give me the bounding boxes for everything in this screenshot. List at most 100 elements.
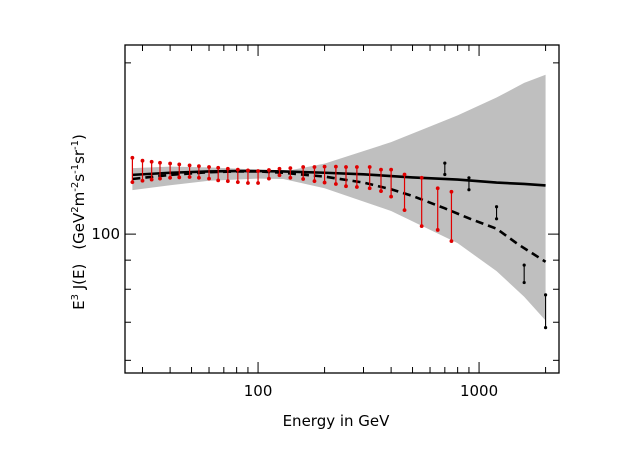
x-tick-label: 1000	[460, 382, 498, 400]
black-point-3	[522, 263, 526, 285]
red-point-lower-cap	[207, 176, 211, 181]
red-point-lower-cap	[140, 178, 145, 183]
y-axis-title-unit-exp-2: -2	[70, 182, 81, 192]
black-point-2	[494, 205, 499, 221]
red-point-25	[389, 167, 394, 199]
red-point-20	[333, 164, 338, 186]
red-point-lower-cap	[379, 189, 383, 194]
red-point-14	[267, 168, 271, 181]
red-point-3	[158, 160, 162, 181]
red-point-lower-cap	[267, 176, 271, 181]
y-axis-title: E3 J(E)(GeV2m-2s-1sr-1)	[70, 134, 88, 310]
red-point-16	[288, 166, 293, 180]
red-point-upper-cap	[225, 166, 230, 171]
red-point-lower-cap	[168, 175, 173, 180]
red-point-lower-cap	[288, 175, 293, 180]
red-point-upper-cap	[379, 167, 383, 172]
red-point-lower-cap	[158, 176, 162, 181]
red-point-upper-cap	[288, 166, 293, 171]
black-point-lower-cap	[443, 172, 447, 177]
red-point-upper-cap	[256, 169, 260, 173]
red-point-5	[177, 162, 182, 180]
red-point-upper-cap	[140, 158, 145, 163]
red-point-upper-cap	[149, 159, 154, 164]
red-point-15	[277, 166, 282, 178]
red-point-upper-cap	[367, 165, 372, 169]
red-point-21	[344, 165, 348, 189]
red-point-upper-cap	[354, 165, 359, 169]
red-point-lower-cap	[187, 175, 192, 179]
red-point-6	[187, 163, 192, 179]
black-point-1	[467, 176, 471, 192]
red-point-lower-cap	[344, 184, 348, 189]
red-point-upper-cap	[277, 166, 282, 171]
red-point-upper-cap	[187, 163, 192, 168]
red-point-lower-cap	[216, 178, 221, 183]
red-point-upper-cap	[168, 161, 173, 166]
red-point-13	[256, 169, 260, 185]
red-point-upper-cap	[235, 167, 240, 172]
red-point-upper-cap	[158, 160, 162, 165]
red-point-27	[419, 175, 424, 228]
red-point-lower-cap	[333, 182, 338, 186]
red-point-1	[140, 158, 145, 183]
red-point-lower-cap	[312, 179, 317, 184]
red-point-10	[225, 166, 230, 184]
red-point-lower-cap	[367, 186, 372, 191]
y-axis-title-unit-sr: sr	[70, 149, 88, 164]
y-axis-title-main: E	[70, 300, 88, 309]
red-point-lower-cap	[301, 177, 306, 181]
red-point-8	[207, 165, 211, 181]
red-point-upper-cap	[312, 165, 317, 169]
red-point-12	[246, 168, 250, 185]
axis-ticks	[125, 45, 559, 373]
red-point-lower-cap	[246, 181, 250, 185]
red-point-26	[402, 172, 407, 213]
black-data-points	[443, 161, 548, 330]
red-point-19	[322, 164, 327, 185]
red-point-upper-cap	[333, 164, 338, 169]
red-point-upper-cap	[435, 186, 440, 191]
red-point-9	[216, 165, 221, 183]
red-point-lower-cap	[435, 228, 440, 232]
red-point-upper-cap	[216, 165, 221, 170]
red-point-upper-cap	[389, 167, 394, 172]
red-point-lower-cap	[419, 224, 424, 228]
y-axis-title-unit-s: s	[70, 174, 88, 182]
black-point-lower-cap	[543, 325, 548, 330]
red-point-upper-cap	[322, 164, 327, 169]
y-axis-title-units: (GeV	[70, 212, 88, 250]
x-tick-label: 100	[244, 382, 273, 400]
y-axis-title-unit-exp-3: -1	[70, 164, 81, 174]
y-tick-label: 100	[91, 225, 120, 243]
red-point-upper-cap	[402, 172, 407, 177]
red-point-lower-cap	[149, 177, 154, 182]
red-point-upper-cap	[449, 189, 454, 194]
black-point-upper-cap	[522, 263, 526, 267]
red-point-upper-cap	[130, 155, 135, 160]
black-point-lower-cap	[467, 188, 471, 192]
black-point-upper-cap	[494, 205, 499, 209]
red-point-lower-cap	[256, 181, 260, 185]
red-point-2	[149, 159, 154, 182]
red-point-upper-cap	[207, 165, 211, 169]
red-point-lower-cap	[197, 175, 201, 180]
plot-frame	[124, 44, 560, 374]
red-point-28	[435, 186, 440, 232]
red-point-7	[197, 164, 201, 180]
red-point-lower-cap	[130, 180, 135, 185]
red-point-lower-cap	[277, 173, 282, 178]
red-point-lower-cap	[235, 180, 240, 185]
red-point-lower-cap	[177, 175, 182, 180]
y-axis-title-unit-exp-1: 2	[70, 206, 81, 212]
red-point-lower-cap	[354, 185, 359, 189]
red-point-upper-cap	[419, 175, 424, 180]
black-point-upper-cap	[543, 293, 548, 297]
red-point-upper-cap	[344, 165, 348, 169]
red-point-17	[301, 165, 306, 181]
red-point-upper-cap	[177, 162, 182, 167]
red-point-upper-cap	[246, 168, 250, 173]
red-point-upper-cap	[197, 164, 201, 168]
y-axis-title-unit-exp-4: -1	[70, 140, 81, 150]
red-point-lower-cap	[402, 208, 407, 213]
